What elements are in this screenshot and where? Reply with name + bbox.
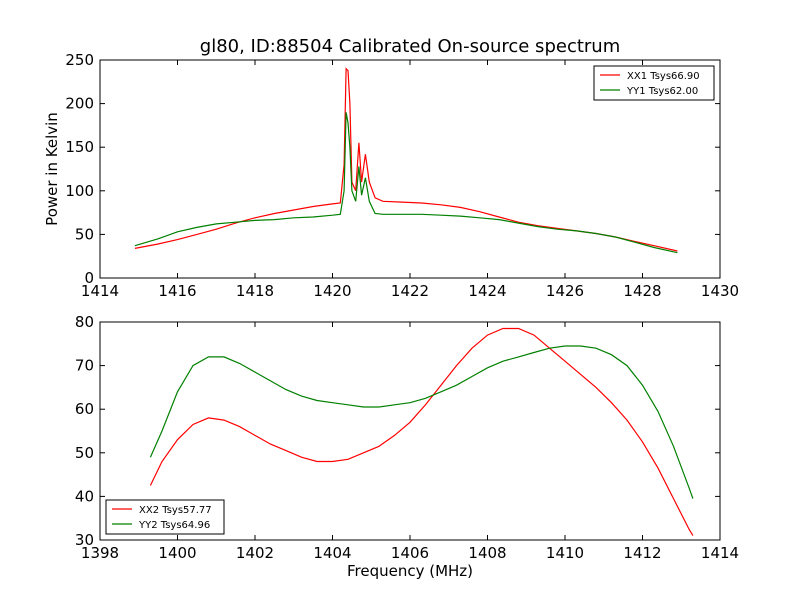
y-tick-label: 30: [75, 531, 94, 549]
x-tick-label: 1426: [546, 282, 584, 300]
x-tick-label: 1422: [391, 282, 429, 300]
series-line-2: [149, 345, 694, 499]
y-tick-label: 200: [65, 95, 94, 113]
x-tick-label: 1402: [236, 544, 274, 562]
series-line-1: [149, 327, 694, 536]
x-tick-label: 1418: [236, 282, 274, 300]
x-tick-label: 1414: [701, 544, 739, 562]
legend: XX1 Tsys66.90 YY1 Tsys62.00: [593, 65, 715, 101]
y-tick-label: 70: [75, 357, 94, 375]
x-axis-label: Frequency (MHz): [347, 562, 473, 580]
x-tick-label: 1412: [623, 544, 661, 562]
legend-box: [105, 499, 225, 535]
legend-label: YY1 Tsys62.00: [626, 86, 698, 97]
x-tick-label: 1404: [313, 544, 351, 562]
x-tick-label: 1420: [313, 282, 351, 300]
x-tick-label: 1406: [391, 544, 429, 562]
y-tick-label: 60: [75, 400, 94, 418]
y-tick-label: 150: [65, 138, 94, 156]
x-tick-label: 1414: [81, 282, 119, 300]
x-tick-label: 1424: [468, 282, 506, 300]
y-tick-label: 100: [65, 182, 94, 200]
y-tick-label: 40: [75, 487, 94, 505]
legend-label: XX2 Tsys57.77: [139, 505, 212, 516]
x-tick-label: 1398: [81, 544, 119, 562]
series-line-1: [134, 67, 678, 252]
series-line-2: [134, 112, 678, 254]
x-tick-label: 1428: [623, 282, 661, 300]
x-tick-label: 1416: [158, 282, 196, 300]
legend-box: [593, 65, 715, 101]
figure-title: gl80, ID:88504 Calibrated On-source spec…: [200, 36, 620, 57]
legend-label: XX1 Tsys66.90: [627, 71, 700, 82]
legend: XX2 Tsys57.77 YY2 Tsys64.96: [105, 499, 225, 535]
y-axis-label: Power in Kelvin: [43, 112, 61, 226]
legend-label: YY2 Tsys64.96: [138, 520, 210, 531]
x-tick-label: 1410: [546, 544, 584, 562]
y-tick-label: 0: [84, 269, 94, 287]
y-tick-label: 250: [65, 51, 94, 69]
y-tick-label: 50: [75, 444, 94, 462]
x-tick-label: 1400: [158, 544, 196, 562]
x-tick-label: 1408: [468, 544, 506, 562]
bottom-chart: 1398 1400 1402 1404 1406 1408 1410 1412 1414 30 40…: [75, 313, 739, 580]
y-tick-label: 80: [75, 313, 94, 331]
y-tick-label: 50: [75, 225, 94, 243]
top-chart: 1414 1416 1418 1420 1422 1424 1426 1428 1430 0 50 1…: [43, 51, 739, 300]
x-tick-label: 1430: [701, 282, 739, 300]
